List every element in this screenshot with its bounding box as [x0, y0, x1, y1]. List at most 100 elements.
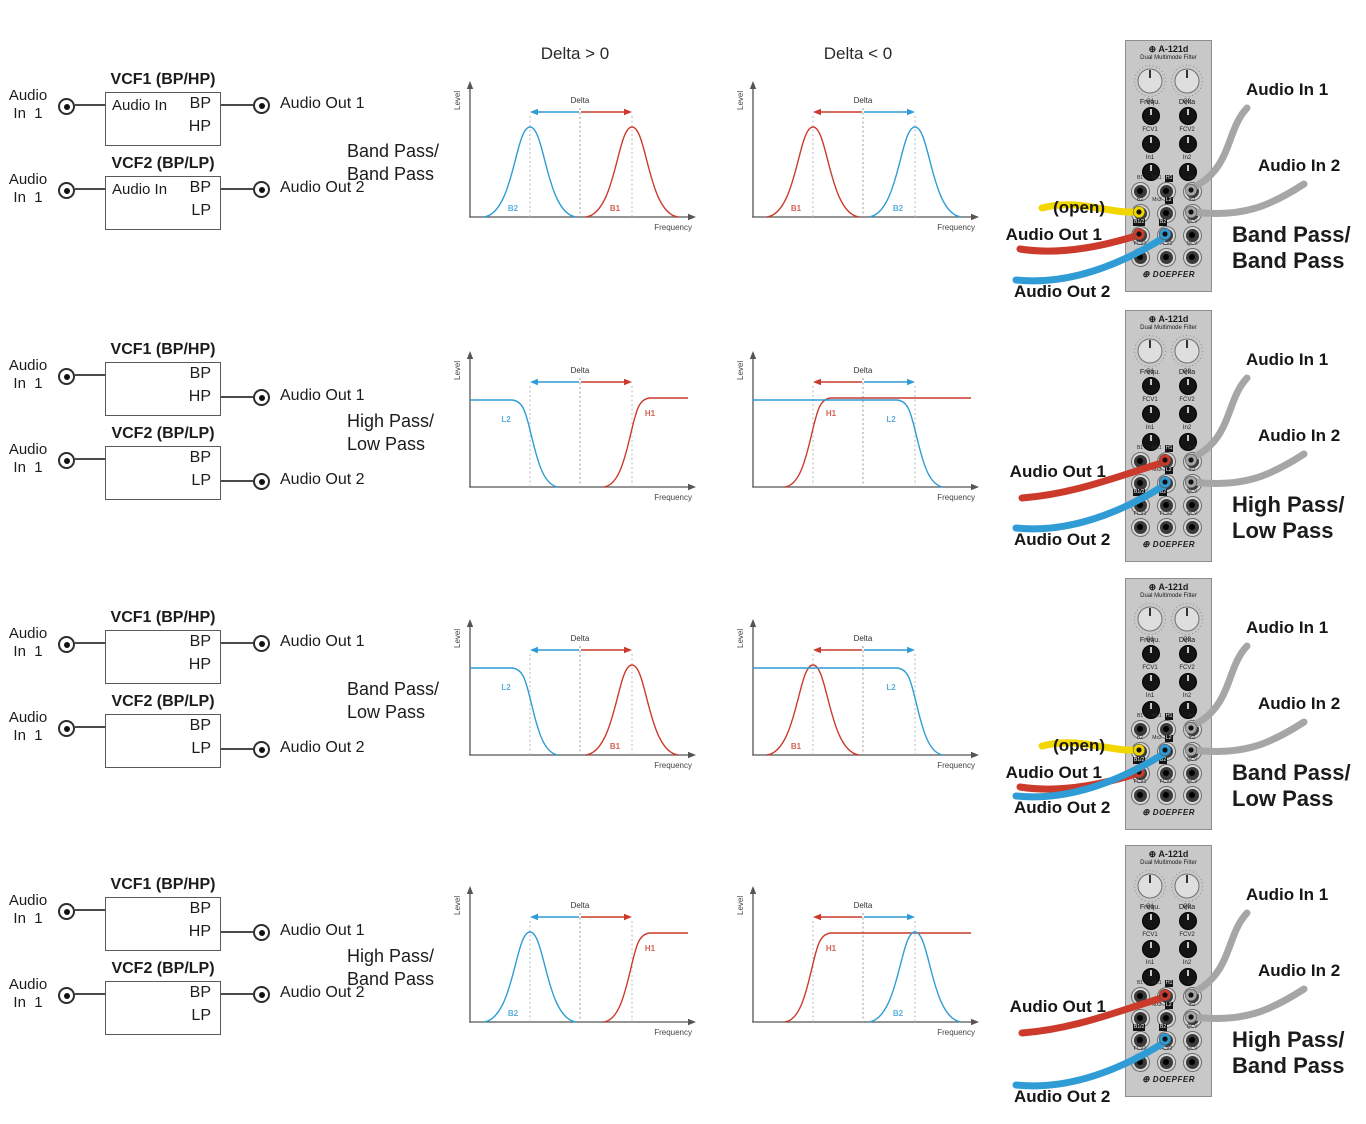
- jack-label-b2: B2: [1136, 197, 1144, 203]
- patch-mode-label: Band Pass/ Low Pass: [1232, 760, 1351, 812]
- patch-section: ⊕ A-121d Dual Multimode Filter: [1000, 300, 1366, 570]
- knob-in1: [1142, 968, 1160, 986]
- brand-name: DOEPFER: [1152, 270, 1195, 279]
- audio-in-1-label: Audio In 1: [0, 625, 56, 661]
- filter-output-bp-label: BP: [189, 717, 211, 734]
- output-wire: [221, 642, 253, 644]
- output-jack-symbol: [253, 473, 270, 490]
- audio-in-number: In 1: [13, 994, 43, 1011]
- x-axis-arrowhead: [688, 483, 696, 491]
- x-axis-label: Frequency: [654, 223, 692, 232]
- vcf2-title: VCF2 (BP/LP): [111, 155, 215, 172]
- audio-in-number: In 1: [13, 910, 43, 927]
- panel-jack-b1: [1131, 182, 1149, 200]
- knob-label-q2: Q2: [1182, 369, 1191, 375]
- jack-label-in2: In2: [1188, 197, 1196, 203]
- x-axis-label: Frequency: [654, 493, 692, 502]
- config-row-3: Audio In 1 VCF1 (BP/HP) BP HP Audio Out …: [0, 568, 1366, 838]
- jack-label-mx1: Mx1: [1152, 713, 1162, 719]
- audio-in-word: Audio: [8, 441, 48, 458]
- knob-label-in1: In1: [1145, 425, 1155, 431]
- y-axis-label: Level: [453, 91, 462, 110]
- knob-label-fcv2: FCV2: [1179, 127, 1195, 133]
- vcf1-unit: Audio In 1 VCF1 (BP/HP) Audio In BP HP A…: [0, 71, 450, 156]
- input-jack-symbol: [58, 368, 75, 385]
- graph-delta-positive: Level Frequency Delta B2 B1: [453, 81, 696, 232]
- audio-in-word: Audio: [8, 625, 48, 642]
- x-axis-arrowhead: [971, 483, 979, 491]
- knob-fcv1: [1142, 673, 1160, 691]
- curve-b1: [585, 126, 679, 218]
- doepfer-logo-icon: ⊕: [1148, 582, 1157, 592]
- jack-label-qcv: QCV: [1186, 779, 1198, 785]
- jack-badge-b2: B2: [1159, 1024, 1168, 1031]
- vcf2-box: BP LP: [105, 981, 221, 1035]
- mode-line-1: Band Pass/: [347, 679, 440, 699]
- audio-out-label: Audio Out 2: [280, 179, 365, 196]
- cable-label-audio-out-1: Audio Out 1: [1005, 225, 1102, 244]
- filter-output-hp-label: HP: [188, 388, 211, 405]
- patch-mode-line-1: High Pass/: [1232, 1027, 1345, 1052]
- jack-label-b1: B1: [1136, 980, 1144, 986]
- frequ-knob-label: Frequ.: [1139, 904, 1161, 911]
- y-axis-label: Level: [453, 361, 462, 380]
- input-wire: [75, 188, 105, 190]
- module-model: A-121d: [1158, 314, 1189, 324]
- jack-label-fcv2: FCV2: [1159, 241, 1173, 247]
- knob-label-in2: In2: [1182, 960, 1192, 966]
- jack-badge-b2: B2: [1159, 219, 1168, 226]
- curve-label-b2: B2: [508, 204, 519, 213]
- filter-output-bp-label: BP: [189, 95, 211, 112]
- audio-in-word: Audio: [8, 892, 48, 909]
- delta-arrow-label: Delta: [854, 901, 873, 910]
- frequ-knob: [1133, 64, 1167, 98]
- vcf1-output-group: Audio Out 1: [221, 387, 450, 406]
- cable-label-audio-in-1: Audio In 1: [1246, 80, 1329, 99]
- audio-in-2-label: Audio In 1: [0, 976, 56, 1012]
- brand-label: ⊕ DOEPFER: [1126, 807, 1211, 818]
- panel-jack-fcv1: [1131, 518, 1149, 536]
- jack-label-qcv: QCV: [1186, 1024, 1198, 1030]
- vcf1-title: VCF1 (BP/HP): [110, 609, 216, 626]
- box-audio-in-label: Audio In: [112, 181, 168, 198]
- frequ-knob: [1133, 602, 1167, 636]
- curve-l2: [470, 667, 559, 756]
- audio-in-word: Audio: [8, 357, 48, 374]
- curve-label-l2: L2: [501, 683, 511, 692]
- curve-label-h1: H1: [645, 944, 656, 953]
- jack-badge-h1: H1: [1165, 445, 1174, 452]
- output-jack-symbol: [253, 389, 270, 406]
- curve-l2: [753, 399, 944, 488]
- audio-in-number: In 1: [13, 105, 43, 122]
- x-axis-arrowhead: [688, 213, 696, 221]
- x-axis-label: Frequency: [654, 1028, 692, 1037]
- jack-label-b2: B2: [1136, 735, 1144, 741]
- output-wire: [221, 480, 253, 482]
- filter-output-lp-label: LP: [191, 472, 211, 489]
- vcf1-title: VCF1 (BP/HP): [110, 341, 216, 358]
- jack-label-fcv2: FCV2: [1159, 779, 1173, 785]
- output-wire: [221, 396, 253, 398]
- knob-in1: [1142, 701, 1160, 719]
- y-axis-arrowhead: [749, 886, 757, 894]
- curve-label-b1: B1: [791, 204, 802, 213]
- mode-line-2: Low Pass: [347, 702, 426, 722]
- curve-label-b1: B1: [610, 204, 621, 213]
- delta-arrow-left-head: [530, 108, 538, 116]
- filter-output-hp-label: HP: [188, 118, 211, 135]
- delta-arrow-left-head: [530, 913, 538, 921]
- audio-in-word: Audio: [8, 171, 48, 188]
- input-jack-symbol: [58, 720, 75, 737]
- frequ-knob-label: Frequ.: [1139, 99, 1161, 106]
- input-wire: [75, 642, 105, 644]
- knob-q2: [1179, 107, 1197, 125]
- panel-jack-qcv: [1183, 496, 1201, 514]
- vcf2-unit: Audio In 1 VCF2 (BP/LP) BP LP Audio Out …: [0, 960, 450, 1045]
- delta-arrow-left-head: [813, 913, 821, 921]
- patch-mode-line-1: Band Pass/: [1232, 222, 1351, 247]
- jack-label-fcv1: FCV1: [1133, 779, 1147, 785]
- mode-line-1: High Pass/: [347, 411, 435, 431]
- knob-label-fcv1: FCV1: [1142, 932, 1158, 938]
- delta-arrow-label: Delta: [571, 366, 590, 375]
- input-jack-symbol: [58, 903, 75, 920]
